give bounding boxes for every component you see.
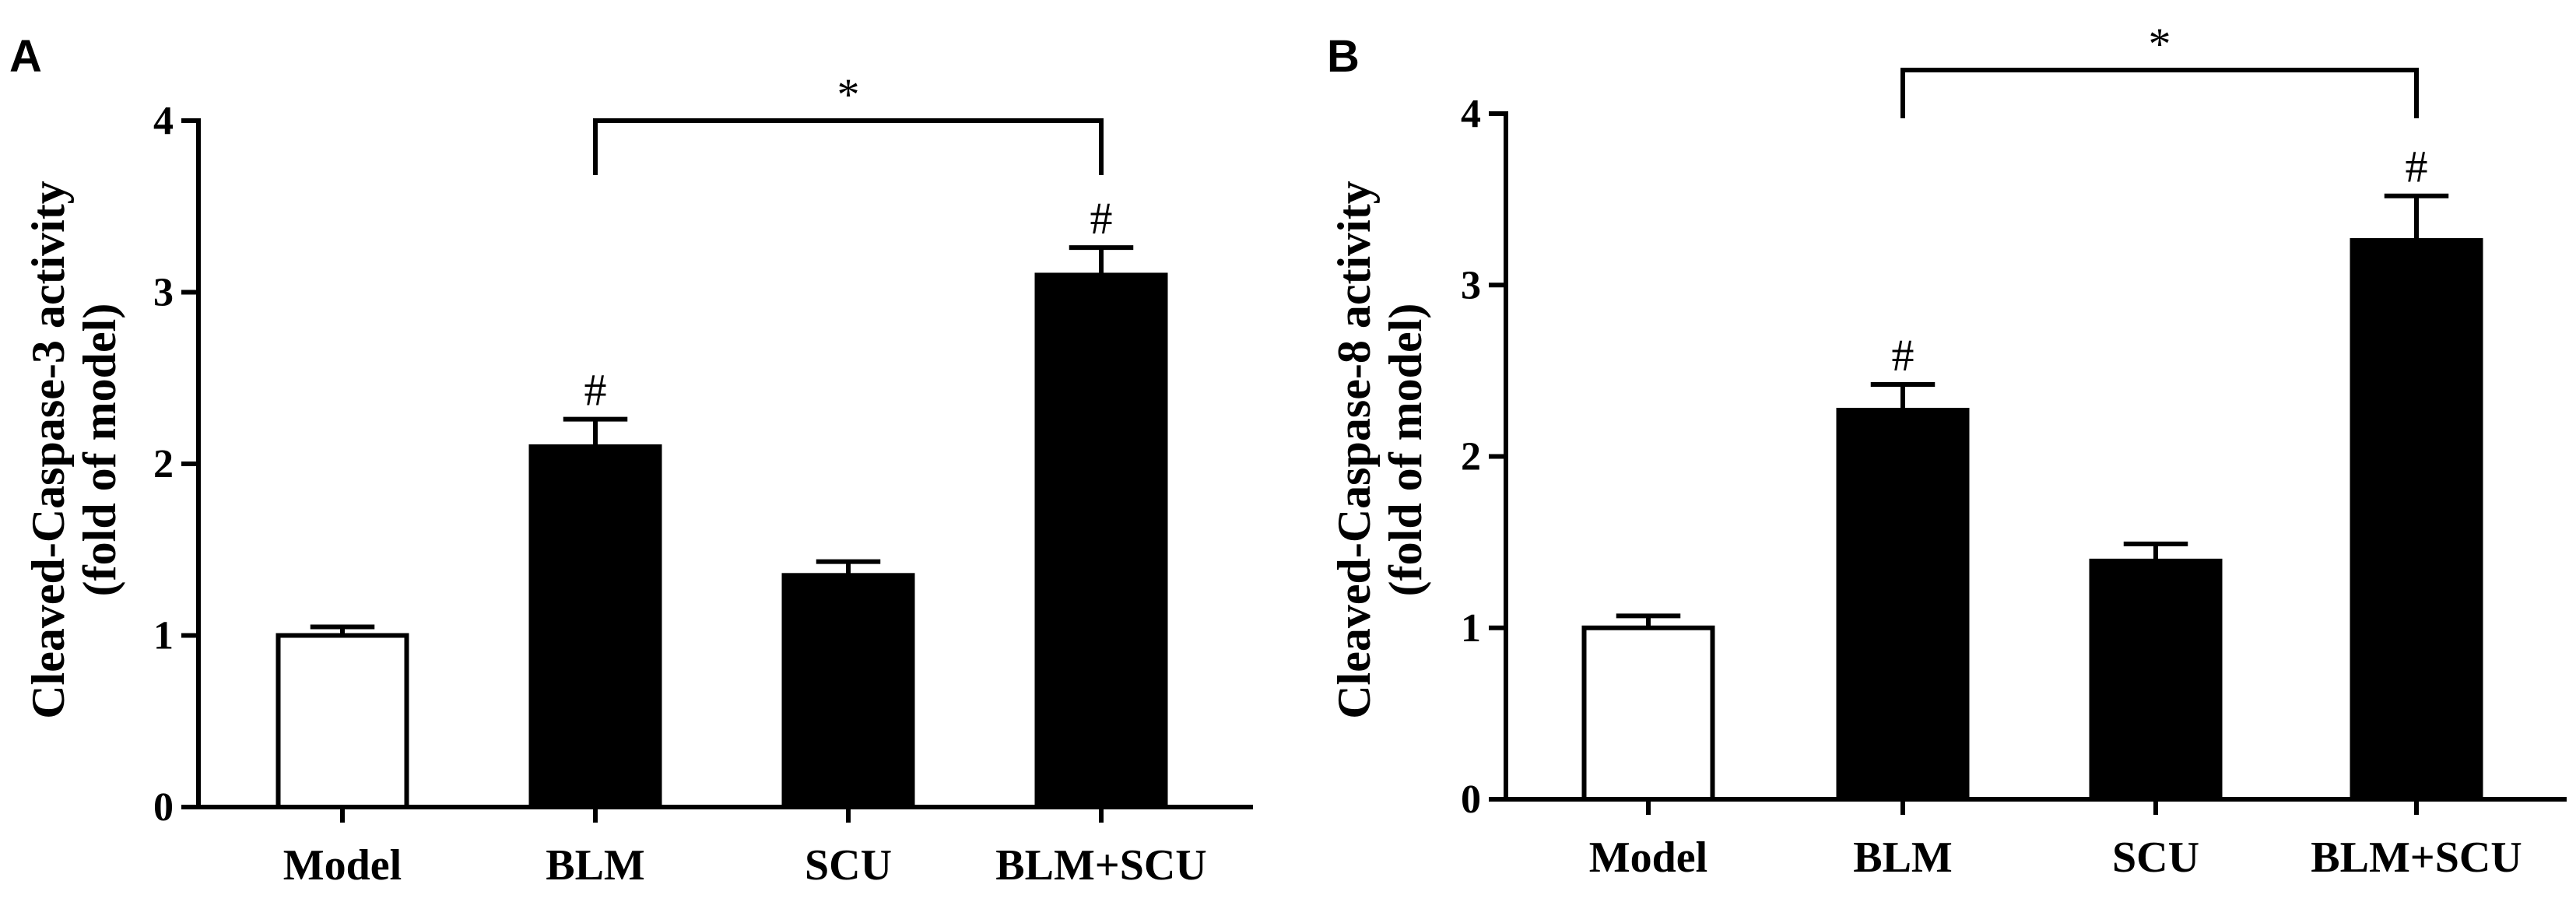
y-axis-label-line1-b: Cleaved-Caspase-8 activity: [1328, 181, 1380, 719]
x-category-label-b: Model: [1589, 834, 1707, 882]
plot-area-a: 0 1 2 3 4 Model BLM SCU BLM+SCU # # *: [153, 69, 1253, 890]
significance-mark-b: #: [2406, 142, 2428, 192]
bar-b: [2350, 237, 2483, 802]
significance-mark-a: #: [1090, 193, 1113, 244]
panel-letter-a: A: [9, 31, 42, 82]
y-tick-label-b: 2: [1461, 435, 1481, 479]
x-category-label-a: Model: [283, 841, 402, 890]
y-tick-label-a: 3: [153, 271, 174, 315]
x-category-label-b: BLM+SCU: [2311, 834, 2522, 882]
x-category-label-a: SCU: [805, 841, 892, 890]
bar-a: [528, 444, 662, 809]
x-category-label-a: BLM+SCU: [995, 841, 1207, 890]
comparison-bracket-b: [1900, 68, 2419, 118]
panel-a: A Cleaved-Caspase-3 activity (fold of mo…: [9, 31, 1253, 890]
bar-b: [1836, 408, 1970, 802]
bar-b: [2089, 558, 2223, 802]
bar-a: [275, 633, 409, 809]
y-axis-label-line2-b: (fold of model): [1380, 304, 1431, 597]
x-category-label-b: BLM: [1853, 834, 1953, 882]
bar-b: [1581, 625, 1715, 802]
y-tick-label-a: 2: [153, 442, 174, 486]
y-tick-label-a: 4: [153, 99, 174, 143]
y-axis-label-line1-a: Cleaved-Caspase-3 activity: [23, 181, 74, 719]
y-tick-label-b: 4: [1461, 92, 1481, 136]
y-tick-label-a: 0: [153, 785, 174, 830]
y-axis-label-line2-a: (fold of model): [74, 304, 125, 597]
y-tick-label-b: 3: [1461, 263, 1481, 307]
comparison-bracket-a: [593, 118, 1104, 175]
comparison-star-b: *: [2149, 19, 2171, 69]
bar-a: [1034, 272, 1168, 809]
y-tick-label-a: 1: [153, 614, 174, 658]
x-category-label-a: BLM: [546, 841, 645, 890]
y-tick-label-b: 0: [1461, 777, 1481, 822]
significance-mark-b: #: [1892, 330, 1914, 381]
comparison-star-a: *: [837, 69, 860, 120]
y-tick-label-b: 1: [1461, 606, 1481, 651]
significance-mark-a: #: [584, 365, 607, 416]
panel-letter-b: B: [1327, 31, 1360, 82]
bar-a: [781, 573, 915, 809]
x-category-label-b: SCU: [2112, 834, 2199, 882]
plot-area-b: 0 1 2 3 4 Model BLM SCU BLM+SCU # # *: [1461, 19, 2567, 882]
panel-b: B Cleaved-Caspase-8 activity (fold of mo…: [1327, 19, 2567, 882]
